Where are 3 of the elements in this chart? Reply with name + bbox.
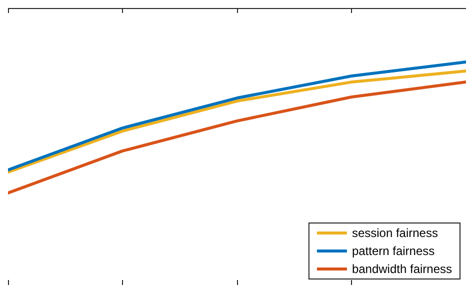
legend-label: pattern fairness (352, 244, 435, 258)
legend-label: session fairness (352, 226, 438, 240)
legend-label: bandwidth fairness (352, 262, 452, 276)
